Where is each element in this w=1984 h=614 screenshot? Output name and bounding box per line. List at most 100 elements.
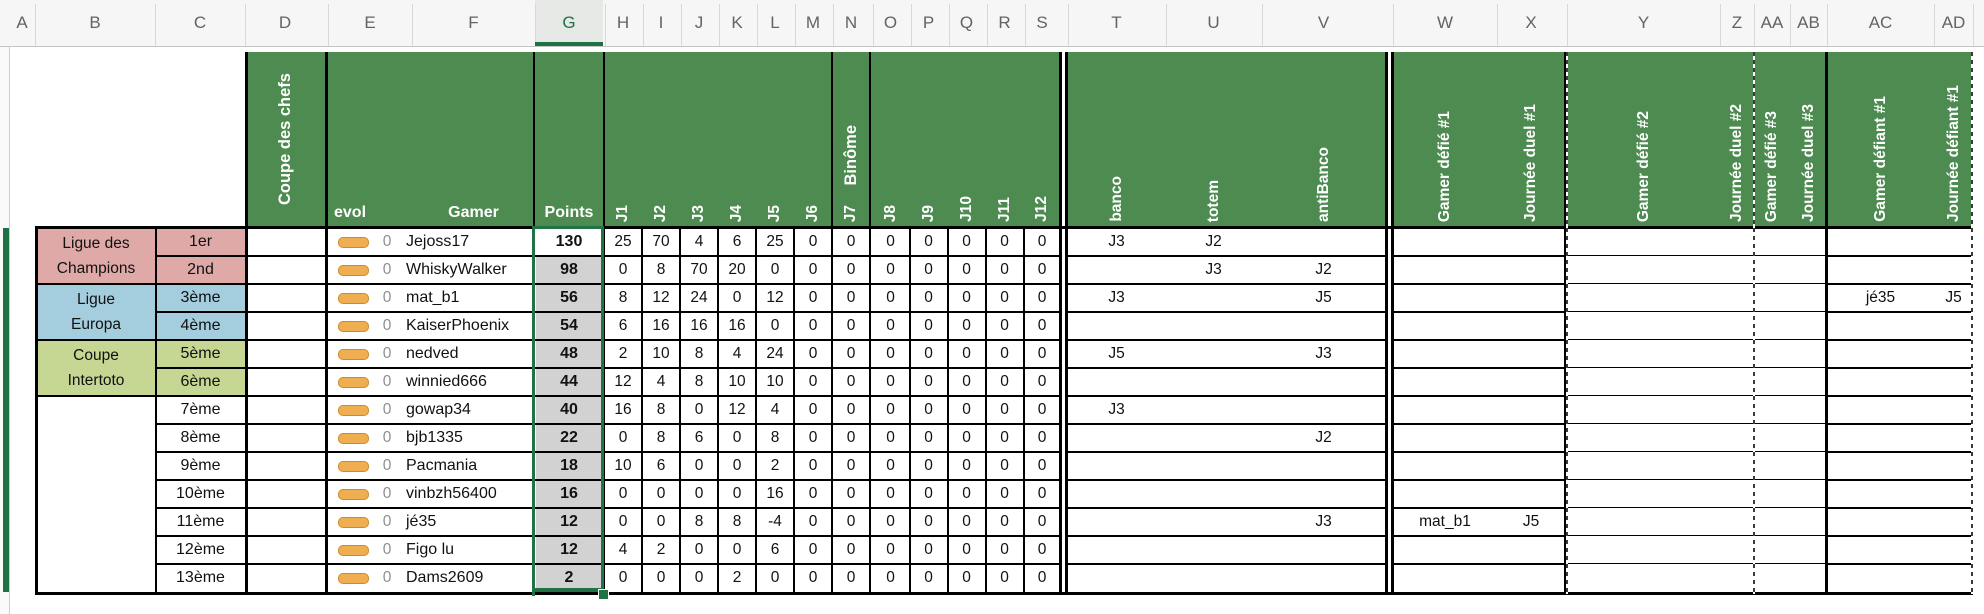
day-cell[interactable]: 0: [618, 485, 628, 502]
day-cell[interactable]: 16: [728, 317, 746, 334]
gamer-defie-3-cell[interactable]: [1754, 396, 1790, 424]
journee-duel-1-header[interactable]: Journée duel #1: [1522, 103, 1540, 222]
journee-duel-2-cell[interactable]: [1720, 564, 1754, 592]
journee-duel-3-cell[interactable]: [1790, 368, 1827, 396]
day-cell[interactable]: 4: [656, 373, 666, 390]
day-cell[interactable]: 0: [846, 345, 856, 362]
points-cell[interactable]: 12: [536, 536, 602, 564]
day-cell[interactable]: 6: [656, 457, 666, 474]
gamer-defie-3-cell[interactable]: [1754, 228, 1790, 256]
journee-duel-3-cell[interactable]: [1790, 284, 1827, 312]
day-cell[interactable]: 0: [656, 485, 666, 502]
gamer-defiant-1-cell[interactable]: jé35: [1865, 289, 1896, 306]
gamer-defie-3-header[interactable]: Gamer défié #3: [1763, 110, 1781, 222]
day-cell[interactable]: 0: [808, 457, 818, 474]
banco-cell[interactable]: [1068, 312, 1165, 340]
gamer-defie-2-cell[interactable]: [1567, 284, 1720, 312]
day-cell[interactable]: 6: [770, 541, 780, 558]
column-header-AA[interactable]: AA: [1760, 13, 1784, 32]
day-cell[interactable]: 0: [924, 457, 933, 474]
day-cell[interactable]: 6: [732, 233, 742, 250]
day-cell[interactable]: 8: [694, 373, 704, 390]
journee-duel-2-header[interactable]: Journée duel #2: [1728, 103, 1746, 222]
day-cell[interactable]: 0: [1037, 457, 1047, 474]
journee-defiant-1-cell[interactable]: [1934, 564, 1973, 592]
day-cell[interactable]: 8: [656, 261, 666, 278]
day-cell[interactable]: 0: [732, 485, 742, 502]
day-cell[interactable]: 0: [846, 429, 856, 446]
day-cell[interactable]: 0: [732, 541, 742, 558]
day-cell[interactable]: 25: [766, 233, 784, 250]
column-header-O[interactable]: O: [883, 13, 898, 32]
antibanco-cell[interactable]: [1262, 396, 1385, 424]
day-cell[interactable]: 0: [1000, 485, 1009, 502]
gamer-defie-1-cell[interactable]: [1393, 312, 1497, 340]
day-cell[interactable]: 0: [962, 541, 971, 558]
day-cell[interactable]: 0: [962, 317, 971, 334]
points-header[interactable]: Points: [544, 204, 594, 221]
gamer-defiant-1-cell[interactable]: [1827, 508, 1934, 536]
gamer-defiant-1-header[interactable]: Gamer défiant #1: [1871, 96, 1889, 222]
gamer-defie-3-cell[interactable]: [1754, 536, 1790, 564]
day-cell[interactable]: 0: [1037, 569, 1047, 586]
day-cell[interactable]: 0: [618, 513, 628, 530]
rank-cell[interactable]: 8ème: [156, 424, 245, 452]
day-cell[interactable]: 0: [808, 345, 818, 362]
journee-duel-2-cell[interactable]: [1720, 536, 1754, 564]
day-cell[interactable]: 0: [808, 261, 818, 278]
rank-cell[interactable]: 4ème: [156, 312, 245, 340]
column-header-N[interactable]: N: [844, 13, 858, 32]
day-cell[interactable]: 24: [766, 345, 784, 362]
antibanco-cell[interactable]: [1262, 564, 1385, 592]
gamer-defie-2-cell[interactable]: [1567, 368, 1720, 396]
day-cell[interactable]: 0: [962, 289, 971, 306]
day-cell[interactable]: 8: [656, 429, 666, 446]
day-cell[interactable]: 0: [1037, 373, 1047, 390]
gamer-defie-1-cell[interactable]: [1393, 396, 1497, 424]
antibanco-cell[interactable]: [1262, 312, 1385, 340]
matchday-header-3[interactable]: J3: [690, 204, 708, 222]
day-cell[interactable]: 0: [962, 345, 971, 362]
gamer-defie-3-cell[interactable]: [1754, 312, 1790, 340]
gamer-defie-3-cell[interactable]: [1754, 340, 1790, 368]
day-cell[interactable]: 0: [808, 541, 818, 558]
gamer-defie-3-cell[interactable]: [1754, 508, 1790, 536]
rank-cell[interactable]: 3ème: [156, 284, 245, 312]
gamer-defie-2-cell[interactable]: [1567, 536, 1720, 564]
journee-duel-2-cell[interactable]: [1720, 340, 1754, 368]
gamer-defie-2-cell[interactable]: [1567, 312, 1720, 340]
matchday-header-10[interactable]: J10: [957, 196, 975, 222]
journee-duel-1-cell[interactable]: [1497, 256, 1565, 284]
gamer-defie-3-cell[interactable]: [1754, 480, 1790, 508]
points-cell[interactable]: 12: [536, 508, 602, 536]
column-header-R[interactable]: R: [998, 13, 1011, 32]
day-cell[interactable]: 0: [886, 289, 895, 306]
day-cell[interactable]: 8: [694, 345, 704, 362]
gamer-defiant-1-cell[interactable]: [1827, 340, 1934, 368]
column-header-B[interactable]: B: [89, 13, 101, 32]
day-cell[interactable]: 0: [808, 485, 818, 502]
day-cell[interactable]: 70: [690, 261, 708, 278]
antibanco-cell[interactable]: [1262, 536, 1385, 564]
journee-duel-1-cell[interactable]: [1497, 424, 1565, 452]
fill-handle[interactable]: [598, 589, 609, 600]
day-cell[interactable]: 0: [924, 289, 933, 306]
day-cell[interactable]: 6: [694, 429, 704, 446]
totem-cell[interactable]: [1166, 480, 1261, 508]
banco-cell[interactable]: [1068, 368, 1165, 396]
totem-cell[interactable]: [1166, 564, 1261, 592]
journee-duel-3-cell[interactable]: [1790, 452, 1827, 480]
journee-duel-1-cell[interactable]: [1497, 312, 1565, 340]
day-cell[interactable]: 0: [886, 541, 895, 558]
column-header-J[interactable]: J: [694, 13, 704, 32]
rank-cell[interactable]: 9ème: [156, 452, 245, 480]
gamer-defie-3-cell[interactable]: [1754, 564, 1790, 592]
column-header-Q[interactable]: Q: [959, 13, 974, 32]
totem-cell[interactable]: [1166, 312, 1261, 340]
journee-duel-1-cell[interactable]: [1497, 396, 1565, 424]
day-cell[interactable]: 0: [924, 233, 933, 250]
day-cell[interactable]: 0: [808, 233, 818, 250]
journee-defiant-1-cell[interactable]: [1934, 536, 1973, 564]
day-cell[interactable]: 20: [728, 261, 746, 278]
day-cell[interactable]: 0: [808, 513, 818, 530]
